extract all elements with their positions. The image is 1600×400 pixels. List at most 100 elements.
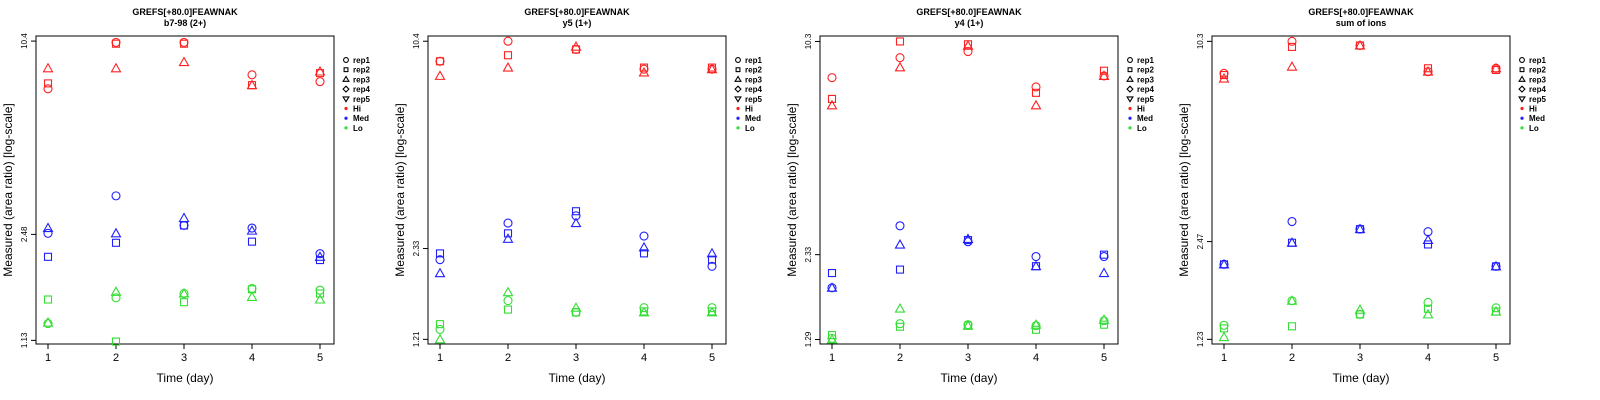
data-point xyxy=(503,305,513,314)
legend-marker-rep1 xyxy=(343,57,349,63)
data-point xyxy=(638,66,650,77)
y-tick-label: 2.33 xyxy=(412,240,421,256)
data-point xyxy=(434,267,446,278)
data-point xyxy=(42,62,54,73)
legend-label-rep1: rep1 xyxy=(1137,56,1154,65)
data-point xyxy=(827,268,837,278)
data-point xyxy=(42,316,54,327)
data-point xyxy=(434,333,446,344)
data-point xyxy=(894,61,906,72)
data-point xyxy=(1286,61,1298,71)
series-hi xyxy=(434,36,718,80)
data-point xyxy=(1031,251,1041,262)
data-point xyxy=(1099,250,1109,259)
x-tick-label: 5 xyxy=(1493,352,1499,364)
data-point xyxy=(314,65,326,76)
data-point xyxy=(43,84,53,94)
plot-area xyxy=(427,35,727,345)
x-tick-label: 1 xyxy=(45,352,51,364)
legend-label-rep4: rep4 xyxy=(1137,85,1154,94)
data-point xyxy=(1490,305,1502,316)
data-point xyxy=(895,53,905,63)
legend-label-med: Med xyxy=(353,114,369,123)
legend-label-lo: Lo xyxy=(1529,124,1539,133)
data-point xyxy=(315,249,325,259)
data-point xyxy=(179,39,189,48)
legend-label-hi: Hi xyxy=(745,105,753,114)
series-med xyxy=(1218,216,1502,271)
legend-label-rep3: rep3 xyxy=(353,75,370,84)
legend-label-hi: Hi xyxy=(1137,105,1145,114)
series-hi xyxy=(1218,36,1502,83)
y-axis-label: Measured (area ratio) [log-scale] xyxy=(785,103,799,276)
data-point xyxy=(1354,39,1366,50)
legend-marker-hi xyxy=(344,106,348,111)
data-point xyxy=(1422,65,1434,76)
legend-marker-rep4 xyxy=(1126,85,1134,93)
data-point xyxy=(1031,321,1041,331)
data-point xyxy=(827,94,837,103)
data-point xyxy=(1031,325,1041,334)
data-point xyxy=(314,293,326,304)
series-hi xyxy=(826,37,1110,110)
x-axis-label: Time (day) xyxy=(1333,371,1390,385)
data-point xyxy=(179,220,189,230)
data-point xyxy=(638,241,650,252)
data-point xyxy=(639,249,649,258)
y-tick-label: 1.13 xyxy=(20,332,29,348)
data-point xyxy=(1031,88,1041,97)
data-point xyxy=(1218,258,1230,269)
data-point xyxy=(1423,240,1433,249)
data-point xyxy=(962,320,974,330)
x-tick-label: 3 xyxy=(181,352,187,364)
data-point xyxy=(706,306,718,317)
data-point xyxy=(571,307,581,317)
legend-marker-rep1 xyxy=(735,57,741,63)
data-point xyxy=(503,296,513,306)
data-point xyxy=(434,70,446,80)
data-point xyxy=(1355,310,1365,319)
legend-marker-med xyxy=(1520,116,1524,120)
legend-label-rep1: rep1 xyxy=(1529,56,1546,65)
series-med xyxy=(42,191,326,265)
legend-marker-rep3 xyxy=(342,75,350,82)
y-tick-label: 1.21 xyxy=(412,331,421,347)
data-point xyxy=(895,221,905,231)
legend-label-rep3: rep3 xyxy=(745,75,762,84)
x-tick-label: 4 xyxy=(249,352,255,364)
data-point xyxy=(826,99,838,110)
legend-marker-rep4 xyxy=(734,85,742,93)
y-tick-label: 10.4 xyxy=(20,33,29,49)
data-point xyxy=(502,233,514,243)
plot-area xyxy=(35,35,335,345)
legend-marker-rep2 xyxy=(1519,67,1525,73)
data-point xyxy=(435,324,445,334)
y-axis-label: Measured (area ratio) [log-scale] xyxy=(1177,103,1191,276)
legend-marker-lo xyxy=(1520,126,1524,130)
plot-area xyxy=(1211,35,1511,345)
data-point xyxy=(706,247,718,258)
data-point xyxy=(1286,295,1298,305)
legend-marker-rep5 xyxy=(342,96,350,103)
data-point xyxy=(638,306,650,317)
legend-marker-lo xyxy=(344,126,348,130)
legend-marker-hi xyxy=(1520,106,1524,111)
data-point xyxy=(111,191,121,201)
data-point xyxy=(895,322,905,331)
data-point xyxy=(178,212,190,223)
data-point xyxy=(503,36,513,46)
series-lo xyxy=(434,286,718,344)
data-point xyxy=(1354,223,1366,234)
data-point xyxy=(1422,308,1434,319)
chart-title: GREFS[+80.0]FEAWNAK xyxy=(524,7,630,17)
data-point xyxy=(315,289,325,298)
data-point xyxy=(247,223,257,233)
legend-marker-rep2 xyxy=(1127,67,1133,73)
x-axis-label: Time (day) xyxy=(157,371,214,385)
data-point xyxy=(43,228,53,238)
data-point xyxy=(1099,66,1109,75)
x-axis-label: Time (day) xyxy=(941,371,998,385)
data-point xyxy=(894,238,906,249)
